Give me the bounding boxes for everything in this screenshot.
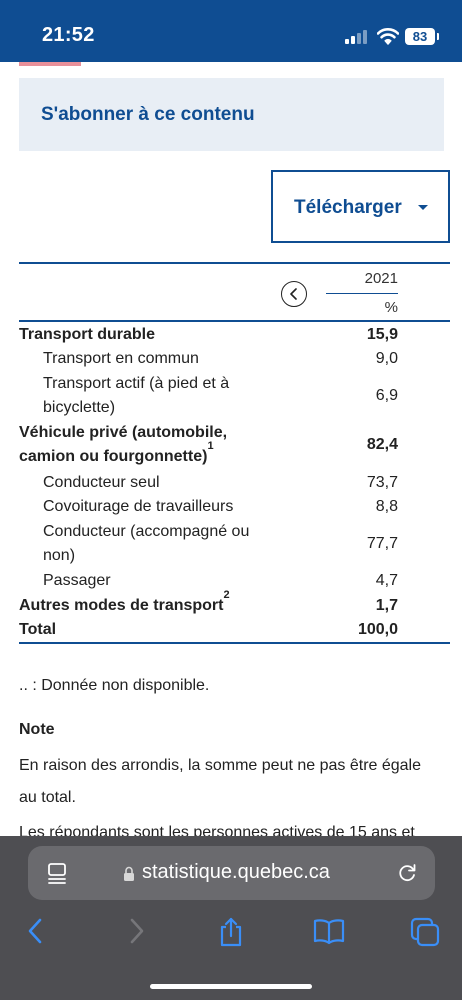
table-row-value: 77,7 [366,535,398,552]
table-row-value: 15,9 [366,326,398,343]
table-row-label: Conducteur seul [43,474,160,491]
previous-columns-button[interactable] [281,281,307,307]
table-row-label: Covoiturage de travailleurs [43,498,234,515]
header-rule [19,320,450,322]
tabs-icon[interactable] [410,917,440,947]
url-text[interactable]: statistique.quebec.ca [142,861,330,883]
chevron-left-icon [290,288,297,300]
reload-icon[interactable] [396,862,418,884]
table-row-label: Transport en commun [43,350,199,367]
note-text: En raison des arrondis, la somme peut ne… [19,757,422,806]
signal-icon [345,30,367,44]
table-row-label: Véhicule privé (automobile, camion ou fo… [19,424,228,465]
download-button[interactable]: Télécharger [271,170,450,243]
caret-down-icon [418,205,428,210]
column-header-unit: % [384,299,398,316]
page-menu-icon[interactable] [46,862,68,884]
table-row-value: 8,8 [375,498,398,515]
table-row-value: 6,9 [375,387,398,404]
table-row-label: Total [19,621,57,638]
year-underline [326,293,398,294]
table-row-value: 4,7 [375,572,398,589]
subscribe-box[interactable]: S'abonner à ce contenu [19,78,444,151]
share-icon[interactable] [218,917,244,947]
table-row-value: 82,4 [366,436,398,453]
table-row-label: Transport actif (à pied et à bicyclette) [43,375,230,416]
note-title: Note [19,721,55,738]
table-bottom-rule [19,642,450,644]
footnote-ref: 1 [207,439,214,452]
table-top-rule [19,262,450,264]
forward-icon [130,918,144,944]
table-row-label: Autres modes de transport2 [19,588,230,614]
table-row-value: 9,0 [375,350,398,367]
column-header-year: 2021 [364,270,398,287]
legend-text: .. : Donnée non disponible. [19,677,210,694]
back-icon[interactable] [26,917,46,945]
bookmarks-icon[interactable] [313,917,345,945]
accent-bar [19,62,81,66]
table-row-label: Passager [43,572,111,589]
status-bar: 21:52 83 [0,0,462,62]
wifi-icon [377,28,399,45]
home-indicator[interactable] [150,984,312,989]
battery-icon: 83 [405,28,439,45]
status-time: 21:52 [42,24,95,46]
table-row-value: 100,0 [357,621,398,638]
lock-icon [124,866,134,881]
table-row-label: Transport durable [19,326,156,343]
table-row-value: 1,7 [375,597,398,614]
download-label: Télécharger [294,197,402,218]
footnote-ref: 2 [223,588,230,601]
subscribe-link[interactable]: S'abonner à ce contenu [41,104,255,125]
address-bar[interactable]: statistique.quebec.ca [28,846,435,900]
table-row-label: Conducteur (accompagné ou non) [43,523,250,564]
table-row-value: 73,7 [366,474,398,491]
